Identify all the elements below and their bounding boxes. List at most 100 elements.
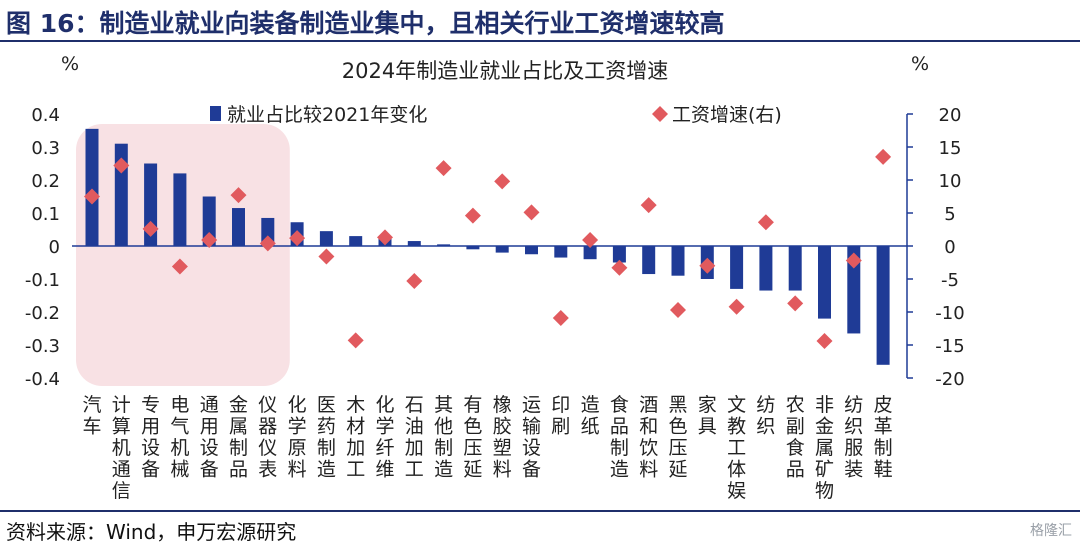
category-label: 木材加工 bbox=[346, 394, 365, 481]
right-tick-label: 20 bbox=[939, 105, 962, 126]
wage-marker bbox=[435, 160, 452, 177]
source-note: 资料来源：Wind，申万宏源研究 bbox=[6, 520, 297, 544]
wage-marker bbox=[670, 302, 686, 319]
category-label: 纺织服装 bbox=[844, 394, 863, 481]
wage-marker bbox=[699, 257, 716, 274]
legend-label-bar: 就业占比较2021年变化 bbox=[227, 104, 427, 126]
wage-marker bbox=[728, 298, 745, 315]
category-label: 纺织 bbox=[756, 394, 775, 438]
wage-marker bbox=[757, 214, 774, 231]
wage-marker bbox=[259, 235, 276, 252]
category-label: 其他制造 bbox=[434, 394, 453, 481]
right-tick-label: 15 bbox=[939, 138, 962, 159]
bar bbox=[642, 246, 656, 275]
right-tick-label: 0 bbox=[944, 237, 955, 258]
wage-marker bbox=[171, 258, 188, 275]
wage-marker bbox=[494, 173, 511, 190]
wage-marker bbox=[787, 295, 804, 312]
wage-marker bbox=[611, 259, 628, 276]
category-label: 食品制造 bbox=[610, 394, 629, 481]
left-tick-label: 0 bbox=[49, 237, 60, 258]
right-tick-label: 10 bbox=[939, 171, 962, 192]
title-divider bbox=[0, 40, 1080, 42]
bar bbox=[612, 246, 626, 263]
wage-marker bbox=[347, 332, 364, 349]
right-tick-label: -15 bbox=[935, 336, 964, 357]
left-tick-label: 0.3 bbox=[31, 138, 60, 159]
bar bbox=[173, 173, 187, 246]
wage-marker bbox=[113, 157, 130, 174]
category-label: 运输设备 bbox=[522, 394, 541, 481]
legend-label-marker: 工资增速(右) bbox=[672, 104, 782, 126]
right-tick-label: -10 bbox=[935, 303, 964, 324]
bar bbox=[583, 246, 597, 260]
wage-marker bbox=[84, 188, 100, 205]
right-tick-label: -20 bbox=[935, 369, 964, 390]
bar bbox=[495, 246, 509, 253]
left-tick-label: 0.2 bbox=[31, 171, 60, 192]
wage-marker bbox=[464, 207, 481, 224]
legend-swatch-bar bbox=[210, 106, 221, 121]
left-tick-label: -0.2 bbox=[25, 303, 60, 324]
left-tick-label: -0.1 bbox=[25, 270, 60, 291]
category-label: 农副食品 bbox=[786, 394, 805, 481]
bar bbox=[349, 236, 363, 246]
category-label: 金属制品 bbox=[229, 394, 248, 481]
category-label: 通用设备 bbox=[200, 394, 219, 481]
wage-marker bbox=[816, 333, 833, 350]
wage-marker bbox=[552, 309, 569, 326]
bar bbox=[876, 246, 890, 365]
wage-marker bbox=[523, 204, 540, 221]
right-tick-label: 5 bbox=[944, 204, 955, 225]
category-label: 有色压延 bbox=[463, 394, 482, 481]
figure-title: 图 16：制造业就业向装备制造业集中，且相关行业工资增速较高 bbox=[6, 9, 725, 38]
wage-marker bbox=[640, 197, 657, 214]
wage-marker bbox=[201, 232, 218, 249]
category-label: 酒和饮料 bbox=[639, 394, 658, 481]
right-axis-unit: % bbox=[911, 53, 929, 75]
left-tick-label: 0.1 bbox=[31, 204, 60, 225]
bar bbox=[788, 246, 802, 291]
wage-marker bbox=[377, 229, 393, 246]
bar bbox=[319, 231, 333, 246]
left-tick-label: 0.4 bbox=[31, 105, 60, 126]
bar bbox=[730, 246, 744, 289]
category-label: 非金属矿物 bbox=[815, 394, 834, 502]
category-label: 皮革制鞋 bbox=[874, 394, 893, 481]
bar bbox=[466, 246, 480, 250]
bar bbox=[525, 246, 538, 255]
category-label: 文教工体娱 bbox=[727, 394, 746, 502]
category-label: 仪器仪表 bbox=[258, 394, 277, 481]
bar bbox=[671, 246, 685, 276]
category-label: 化学纤维 bbox=[375, 394, 394, 481]
right-tick-label: -5 bbox=[941, 270, 959, 291]
category-label: 黑色压延 bbox=[668, 394, 687, 481]
watermark: 格隆汇 bbox=[1030, 523, 1072, 539]
wage-marker bbox=[318, 248, 335, 265]
category-label: 电气机械 bbox=[170, 394, 189, 481]
wage-marker bbox=[582, 232, 599, 249]
category-label: 汽车 bbox=[82, 394, 101, 438]
chart-title: 2024年制造业就业占比及工资增速 bbox=[342, 59, 668, 83]
wage-marker bbox=[406, 272, 423, 289]
category-label: 橡胶塑料 bbox=[493, 394, 512, 481]
category-label: 印刷 bbox=[551, 394, 570, 438]
bar bbox=[202, 196, 216, 246]
category-label: 化学原料 bbox=[288, 394, 307, 481]
legend-swatch-marker bbox=[652, 106, 668, 122]
left-tick-label: -0.4 bbox=[25, 369, 60, 390]
bar bbox=[554, 246, 568, 258]
wage-marker bbox=[142, 220, 159, 237]
category-label: 计算机通信 bbox=[112, 394, 131, 502]
left-tick-label: -0.3 bbox=[25, 336, 60, 357]
bar bbox=[407, 241, 421, 246]
bar bbox=[847, 246, 861, 334]
left-axis-unit: % bbox=[61, 53, 79, 75]
category-label: 医药制造 bbox=[317, 394, 336, 481]
chart: 2024年制造业就业占比及工资增速% % 0.4 0.3 0.2 0.1 0 -0.1 -0.2… bbox=[25, 53, 965, 502]
category-label: 石油加工 bbox=[405, 394, 424, 481]
bar bbox=[232, 208, 245, 246]
category-label: 专用设备 bbox=[141, 394, 160, 481]
category-label: 家具 bbox=[698, 394, 717, 438]
bar bbox=[818, 246, 831, 319]
